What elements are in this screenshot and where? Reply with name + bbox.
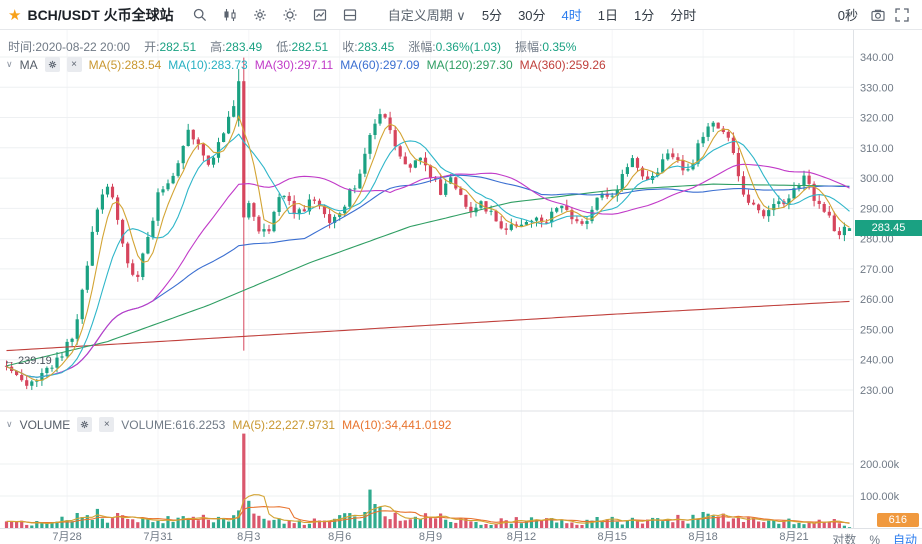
layout-split-icon[interactable] [338,4,362,26]
volume-ma10-value: MA(10):34,441.0192 [342,417,452,432]
svg-text:100.00k: 100.00k [860,491,900,503]
info-low: 低:282.51 [276,40,329,54]
svg-text:240.00: 240.00 [860,355,894,367]
volume-pane-label: VOLUME [19,417,71,432]
svg-text:8月21: 8月21 [779,531,808,543]
svg-text:270.00: 270.00 [860,264,894,276]
timeframe-5min[interactable]: 5分 [481,8,503,23]
settings-gear-icon[interactable] [248,4,272,26]
svg-text:8月3: 8月3 [237,531,260,543]
last-price-badge: 283.45 [855,220,922,236]
volume-settings-icon[interactable] [77,417,93,432]
timeframe-30min[interactable]: 30分 [518,8,546,23]
ma360-value: MA(360):259.26 [519,57,606,72]
volume-value: VOLUME:616.2253 [121,417,226,432]
svg-text:200.00k: 200.00k [860,459,900,471]
svg-text:8月18: 8月18 [688,531,717,543]
info-amplitude: 振幅:0.35% [515,40,577,54]
info-open: 开:282.51 [144,40,197,54]
info-high: 高:283.49 [210,40,263,54]
timeframe-1day[interactable]: 1日 [597,8,618,23]
axis-controls: 对数 % 自动 [832,531,917,544]
screenshot-camera-icon[interactable] [866,4,890,26]
volume-ma5-value: MA(5):22,227.9731 [232,417,336,432]
info-change: 涨幅:0.36%(1.03) [408,40,501,54]
fullscreen-icon[interactable] [890,4,914,26]
ma-pane-label: MA [19,57,38,72]
svg-text:7月28: 7月28 [52,531,81,543]
svg-text:310.00: 310.00 [860,143,894,155]
svg-text:300.00: 300.00 [860,173,894,185]
ma5-value: MA(5):283.54 [88,57,162,72]
search-icon[interactable] [188,4,212,26]
low-price-annotation: ← 239.19 [4,355,52,367]
chart-tool-icons [188,4,362,26]
collapse-chevron-icon[interactable]: ∨ [6,59,13,69]
log-scale-toggle[interactable]: 对数 [832,533,857,544]
timeframe-custom-dropdown[interactable]: 自定义周期 ∨ [387,8,466,23]
percent-scale-toggle[interactable]: % [869,532,880,544]
volume-close-icon[interactable]: × [99,417,115,432]
svg-text:230.00: 230.00 [860,385,894,397]
svg-text:340.00: 340.00 [860,52,894,64]
ohlc-infobar: 时间:2020-08-22 20:00 开:282.51 高:283.49 低:… [8,38,576,55]
svg-text:8月6: 8月6 [328,531,351,543]
chart-container: 340.00 330.00 320.00 310.00 300.00 290.00 280.… [0,30,922,544]
svg-text:260.00: 260.00 [860,294,894,306]
volume-legend: ∨ VOLUME × VOLUME:616.2253 MA(5):22,227.… [6,417,451,432]
ma-close-icon[interactable]: × [66,57,82,72]
svg-text:8月9: 8月9 [419,531,442,543]
kline-style-icon[interactable] [218,4,242,26]
timeframe-group: 自定义周期 ∨ 5分 30分 4时 1日 1分 分时 [380,5,705,24]
symbol-title: BCH/USDT 火币全球站 [27,6,174,23]
ma120-value: MA(120):297.30 [426,57,513,72]
kline-chart-canvas[interactable]: 340.00 330.00 320.00 310.00 300.00 290.00 280.… [0,30,922,544]
svg-text:250.00: 250.00 [860,325,894,337]
svg-text:330.00: 330.00 [860,82,894,94]
timeframe-4hour-active[interactable]: 4时 [561,8,582,23]
auto-scale-toggle[interactable]: 自动 [892,533,917,544]
ma10-value: MA(10):283.73 [168,57,248,72]
svg-text:8月15: 8月15 [598,531,627,543]
timeframe-1min[interactable]: 1分 [634,8,655,23]
ma-legend: ∨ MA × MA(5):283.54 MA(10):283.73 MA(30)… [6,57,606,72]
ma60-value: MA(60):297.09 [340,57,420,72]
ma-settings-icon[interactable] [44,57,60,72]
info-time: 时间:2020-08-22 20:00 [8,40,131,54]
last-volume-badge: 616 [876,513,919,527]
brightness-icon[interactable] [278,4,302,26]
info-close: 收:283.45 [342,40,395,54]
ma30-value: MA(30):297.11 [254,57,334,72]
svg-text:280.00: 280.00 [860,234,894,246]
favorite-star-icon[interactable]: ★ [8,6,22,24]
svg-text:7月31: 7月31 [143,531,172,543]
svg-text:320.00: 320.00 [860,113,894,125]
svg-text:8月12: 8月12 [507,531,536,543]
indicator-panel-icon[interactable] [308,4,332,26]
svg-text:290.00: 290.00 [860,203,894,215]
collapse-chevron-icon[interactable]: ∨ [6,419,13,429]
timeframe-timeline[interactable]: 分时 [670,8,697,23]
candle-countdown: 0秒 [837,8,858,23]
top-toolbar: ★ BCH/USDT 火币全球站 [0,0,922,30]
